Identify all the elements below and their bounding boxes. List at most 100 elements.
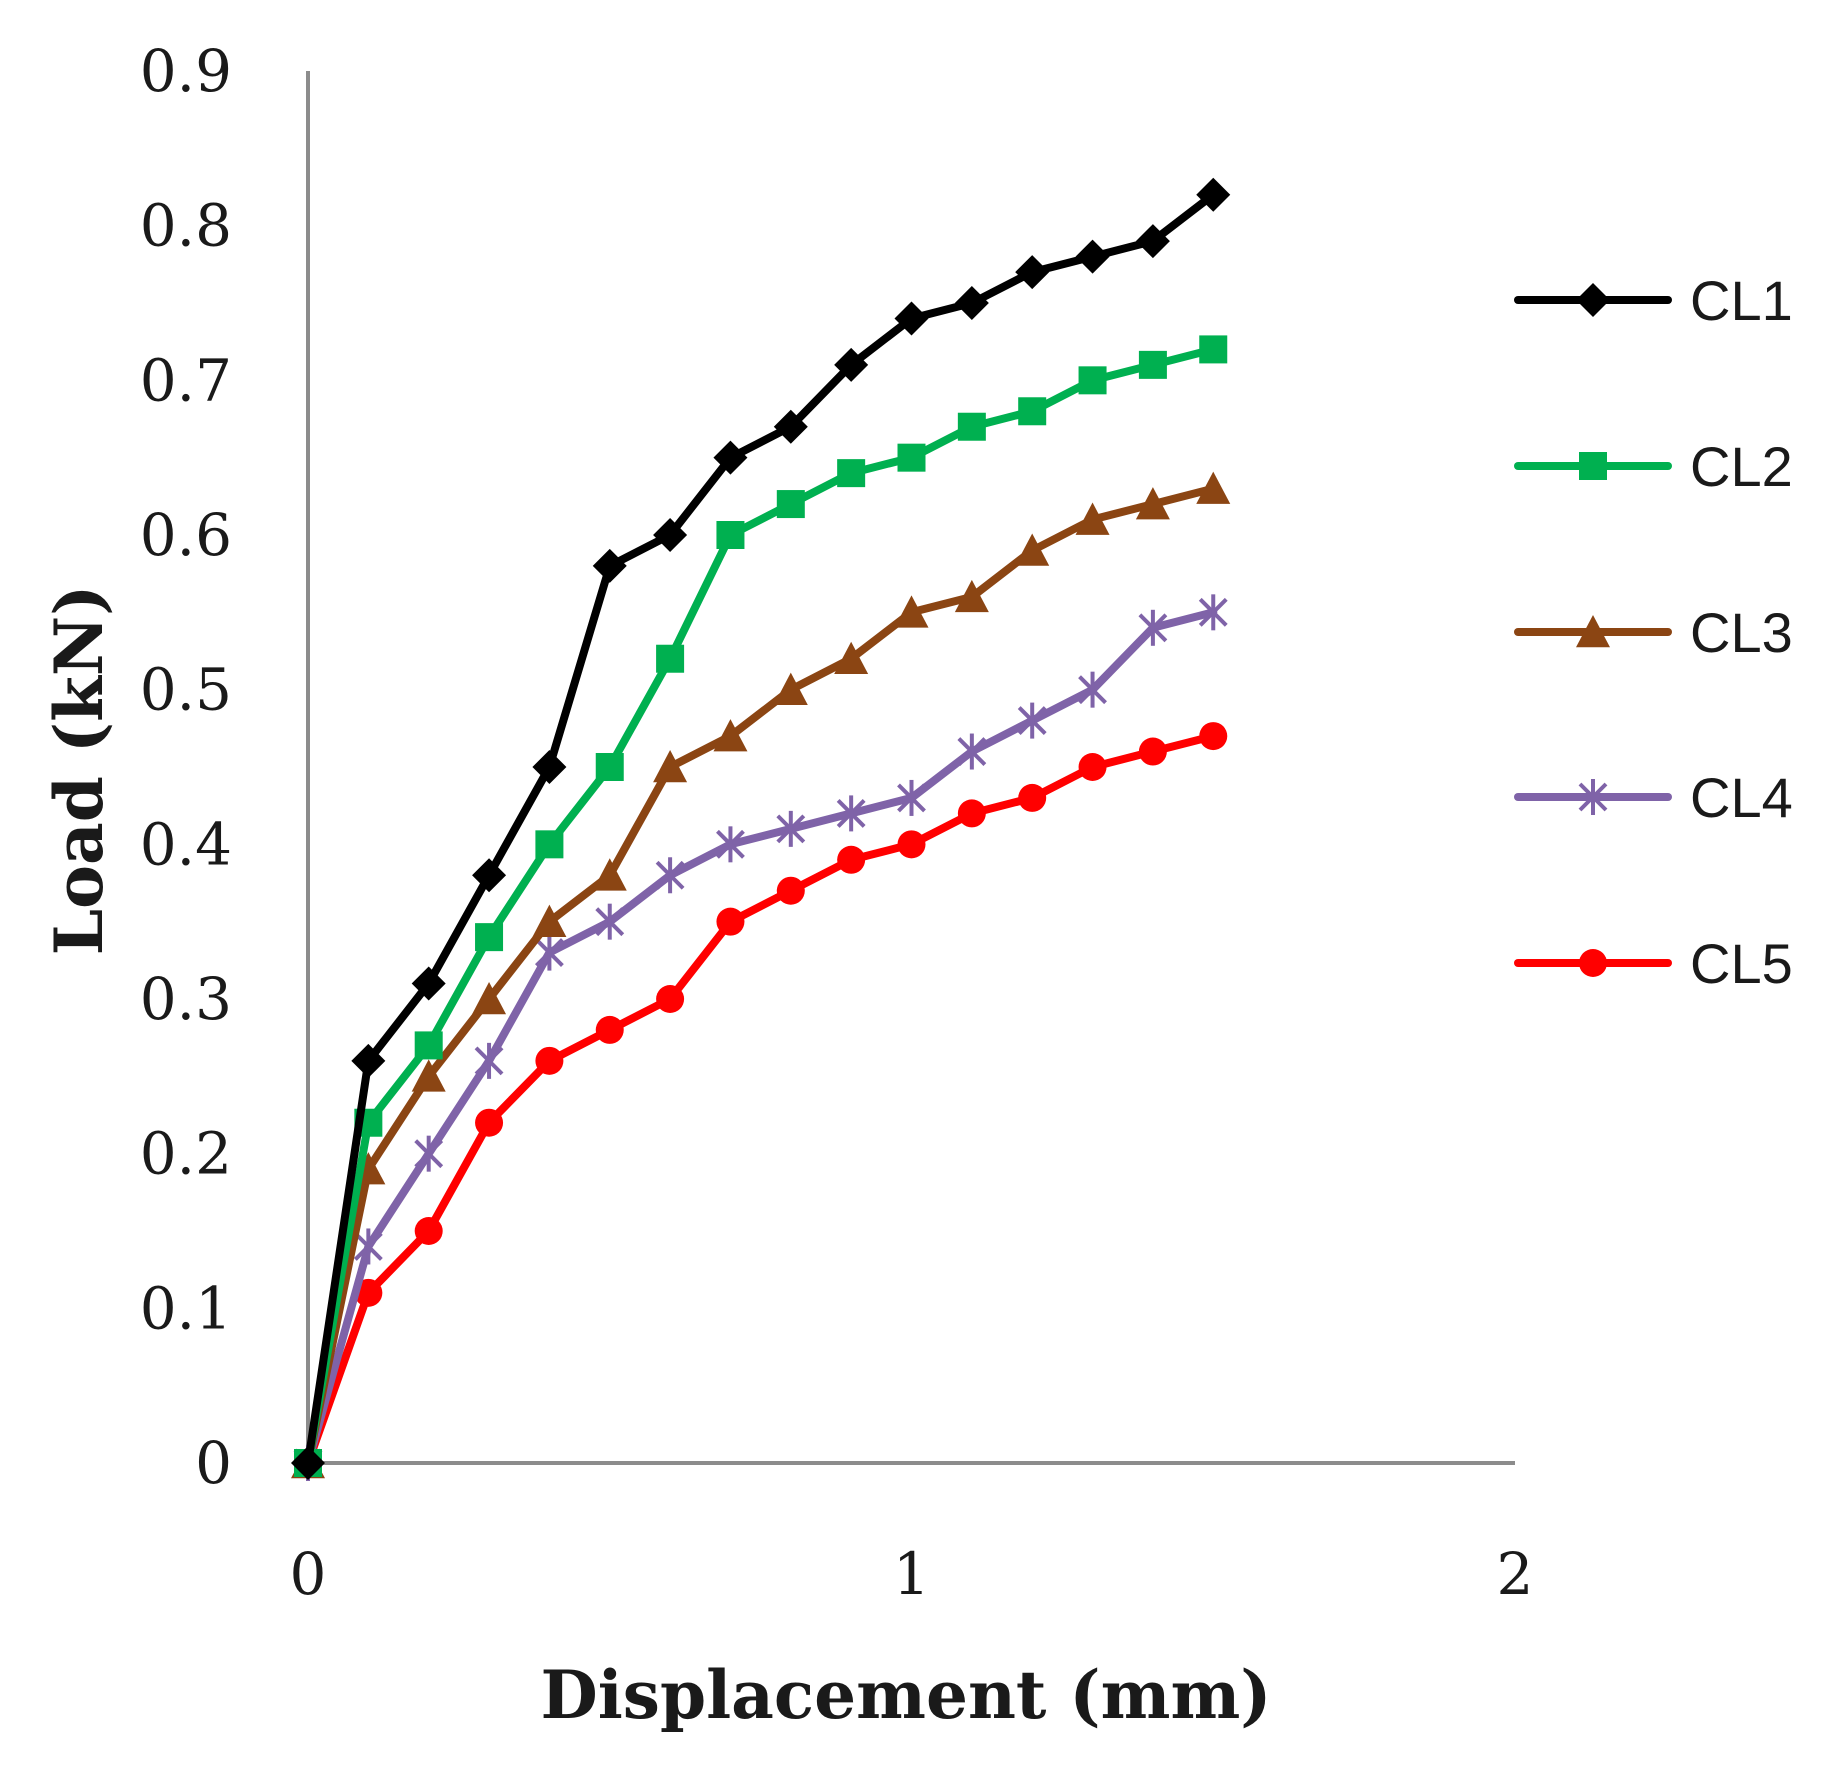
data-point: [834, 641, 869, 675]
series-cl3: [291, 471, 1231, 1479]
data-point: [776, 810, 806, 847]
data-point: [656, 644, 685, 673]
y-tick-label: 0.5: [140, 656, 232, 724]
y-tick-label: 0.3: [140, 965, 232, 1033]
data-point: [532, 904, 567, 937]
data-point: [1078, 753, 1107, 781]
y-axis-title: Load (kN): [40, 585, 118, 956]
y-tick-label: 0.6: [140, 501, 232, 569]
data-point: [716, 907, 745, 936]
data-point: [836, 795, 866, 832]
data-point: [592, 858, 627, 891]
data-point: [532, 750, 567, 784]
data-point: [1015, 255, 1050, 290]
data-point: [655, 857, 685, 894]
data-point: [1018, 397, 1047, 426]
series-line: [304, 190, 1218, 1467]
legend-label: CL5: [1690, 932, 1793, 995]
legend-label: CL4: [1690, 766, 1793, 829]
data-point: [713, 719, 748, 752]
data-point: [773, 409, 808, 444]
y-tick-label: 0.7: [140, 346, 232, 414]
legend-marker: [1578, 779, 1608, 815]
data-point: [897, 830, 926, 859]
data-point: [776, 490, 805, 519]
legend-label: CL2: [1690, 435, 1793, 498]
data-point: [475, 1108, 504, 1137]
data-point: [1138, 350, 1167, 379]
legend: CL1 CL2 CL3 CL4 CL5: [1514, 269, 1793, 995]
legend-item-cl2: CL2: [1514, 435, 1793, 498]
series-cl1: [291, 177, 1231, 1480]
data-point: [411, 966, 446, 1001]
data-point: [776, 876, 805, 905]
series-line: [304, 484, 1218, 1467]
x-tick-label: 0: [290, 1540, 327, 1608]
data-point: [595, 753, 624, 781]
data-point: [414, 1217, 443, 1245]
data-point: [592, 548, 627, 583]
data-point: [595, 1015, 624, 1044]
data-point: [291, 1446, 325, 1480]
data-point: [535, 1046, 564, 1075]
y-tick-label: 0.2: [140, 1120, 232, 1188]
data-point: [653, 518, 688, 552]
data-point: [353, 1228, 383, 1265]
legend-item-cl5: CL5: [1514, 932, 1793, 995]
series-line: [304, 345, 1218, 1467]
legend-marker: [1576, 615, 1610, 648]
y-tick-label: 0.4: [140, 810, 232, 878]
data-point: [957, 412, 986, 441]
data-point: [716, 521, 745, 549]
legend-label: CL1: [1690, 269, 1793, 332]
data-point: [1015, 533, 1050, 566]
data-point: [1075, 239, 1110, 274]
data-point: [1017, 702, 1047, 739]
data-point: [716, 826, 745, 863]
x-tick-label: 2: [1497, 1540, 1534, 1608]
legend-marker: [1579, 452, 1607, 480]
axes: [306, 71, 1515, 1467]
y-tick-label: 0.9: [140, 37, 232, 105]
data-point: [474, 1042, 504, 1079]
data-point: [773, 672, 808, 705]
data-point: [1199, 722, 1228, 751]
y-tick-label: 0: [195, 1429, 232, 1497]
data-point: [954, 579, 989, 613]
data-point: [1138, 609, 1168, 646]
data-point: [1078, 671, 1107, 708]
x-axis-title: Displacement (mm): [540, 1656, 1271, 1734]
data-point: [1135, 224, 1170, 259]
x-tick-label: 1: [893, 1540, 930, 1608]
data-point: [713, 440, 748, 475]
data-point: [894, 301, 929, 336]
data-point: [834, 347, 869, 382]
legend-item-cl1: CL1: [1514, 269, 1793, 332]
legend-marker: [1576, 283, 1610, 317]
legend-marker: [1579, 949, 1607, 977]
series-cl2: [294, 335, 1228, 1477]
data-point: [472, 982, 507, 1015]
series-line: [304, 608, 1218, 1467]
data-point: [351, 1043, 386, 1078]
legend-label: CL3: [1690, 601, 1793, 664]
data-point: [1198, 594, 1228, 631]
data-point: [1078, 366, 1107, 395]
data-point: [897, 779, 926, 816]
data-point: [897, 443, 926, 472]
legend-item-cl3: CL3: [1514, 601, 1793, 664]
data-point: [475, 923, 504, 952]
data-point: [957, 799, 986, 828]
data-point: [1135, 487, 1170, 520]
data-point: [837, 459, 866, 488]
data-point: [414, 1031, 443, 1060]
legend-item-cl4: CL4: [1514, 766, 1793, 829]
series-line: [304, 732, 1218, 1467]
data-point: [472, 858, 507, 893]
data-point: [656, 985, 685, 1013]
data-point: [534, 934, 564, 971]
data-point: [414, 1135, 444, 1172]
y-tick-label: 0.8: [140, 192, 232, 260]
data-point: [954, 286, 989, 320]
